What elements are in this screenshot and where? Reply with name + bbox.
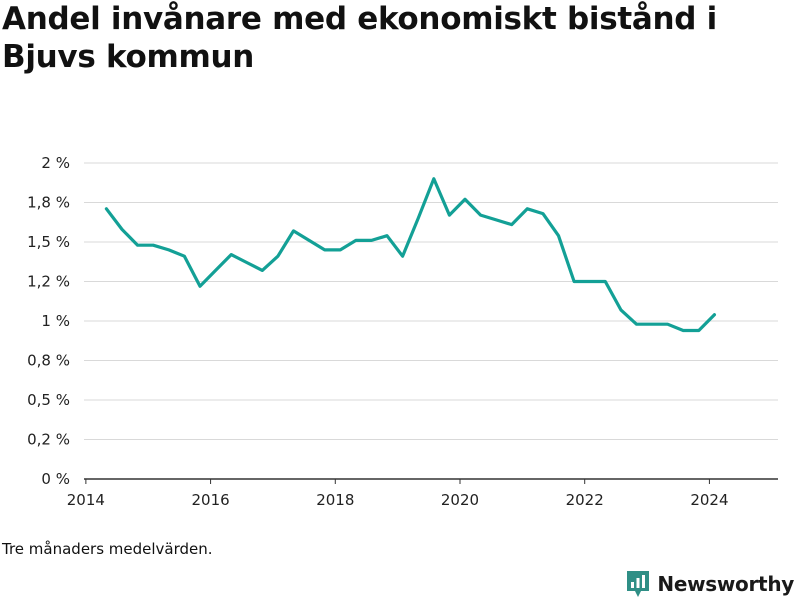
y-tick-label: 0 % <box>41 470 70 488</box>
chart-title: Andel invånare med ekonomiskt bistånd i … <box>2 1 717 75</box>
x-tick-label: 2014 <box>67 491 105 509</box>
y-tick-label: 1 % <box>41 312 70 330</box>
y-tick-label: 1,2 % <box>27 273 70 291</box>
gridlines <box>84 162 778 440</box>
y-tick-label: 1,5 % <box>27 233 70 251</box>
x-tick-label: 2024 <box>690 491 728 509</box>
x-tick-label: 2018 <box>316 491 354 509</box>
brand-name: Newsworthy <box>657 572 794 596</box>
y-tick-label: 1,8 % <box>27 194 70 212</box>
x-tick-label: 2020 <box>441 491 479 509</box>
x-axis: 2014 2016 2018 2020 2022 2024 <box>67 478 778 509</box>
footnote: Tre månaders medelvärden. <box>2 540 213 558</box>
series-group <box>104 177 717 333</box>
brand-logo[interactable]: Newsworthy <box>625 568 794 600</box>
y-tick-label: 0,2 % <box>27 431 70 449</box>
series-line <box>104 177 717 333</box>
y-tick-label: 0,5 % <box>27 391 70 409</box>
y-tick-label: 2 % <box>41 154 70 172</box>
y-tick-label: 0,8 % <box>27 352 70 370</box>
x-tick-label: 2016 <box>191 491 229 509</box>
x-tick-label: 2022 <box>566 491 604 509</box>
newsworthy-logo-icon <box>627 571 650 597</box>
y-axis: 0 % 0,2 % 0,5 % 0,8 % 1 % 1,2 % 1,5 % 1,8 % 2 % <box>27 154 70 488</box>
